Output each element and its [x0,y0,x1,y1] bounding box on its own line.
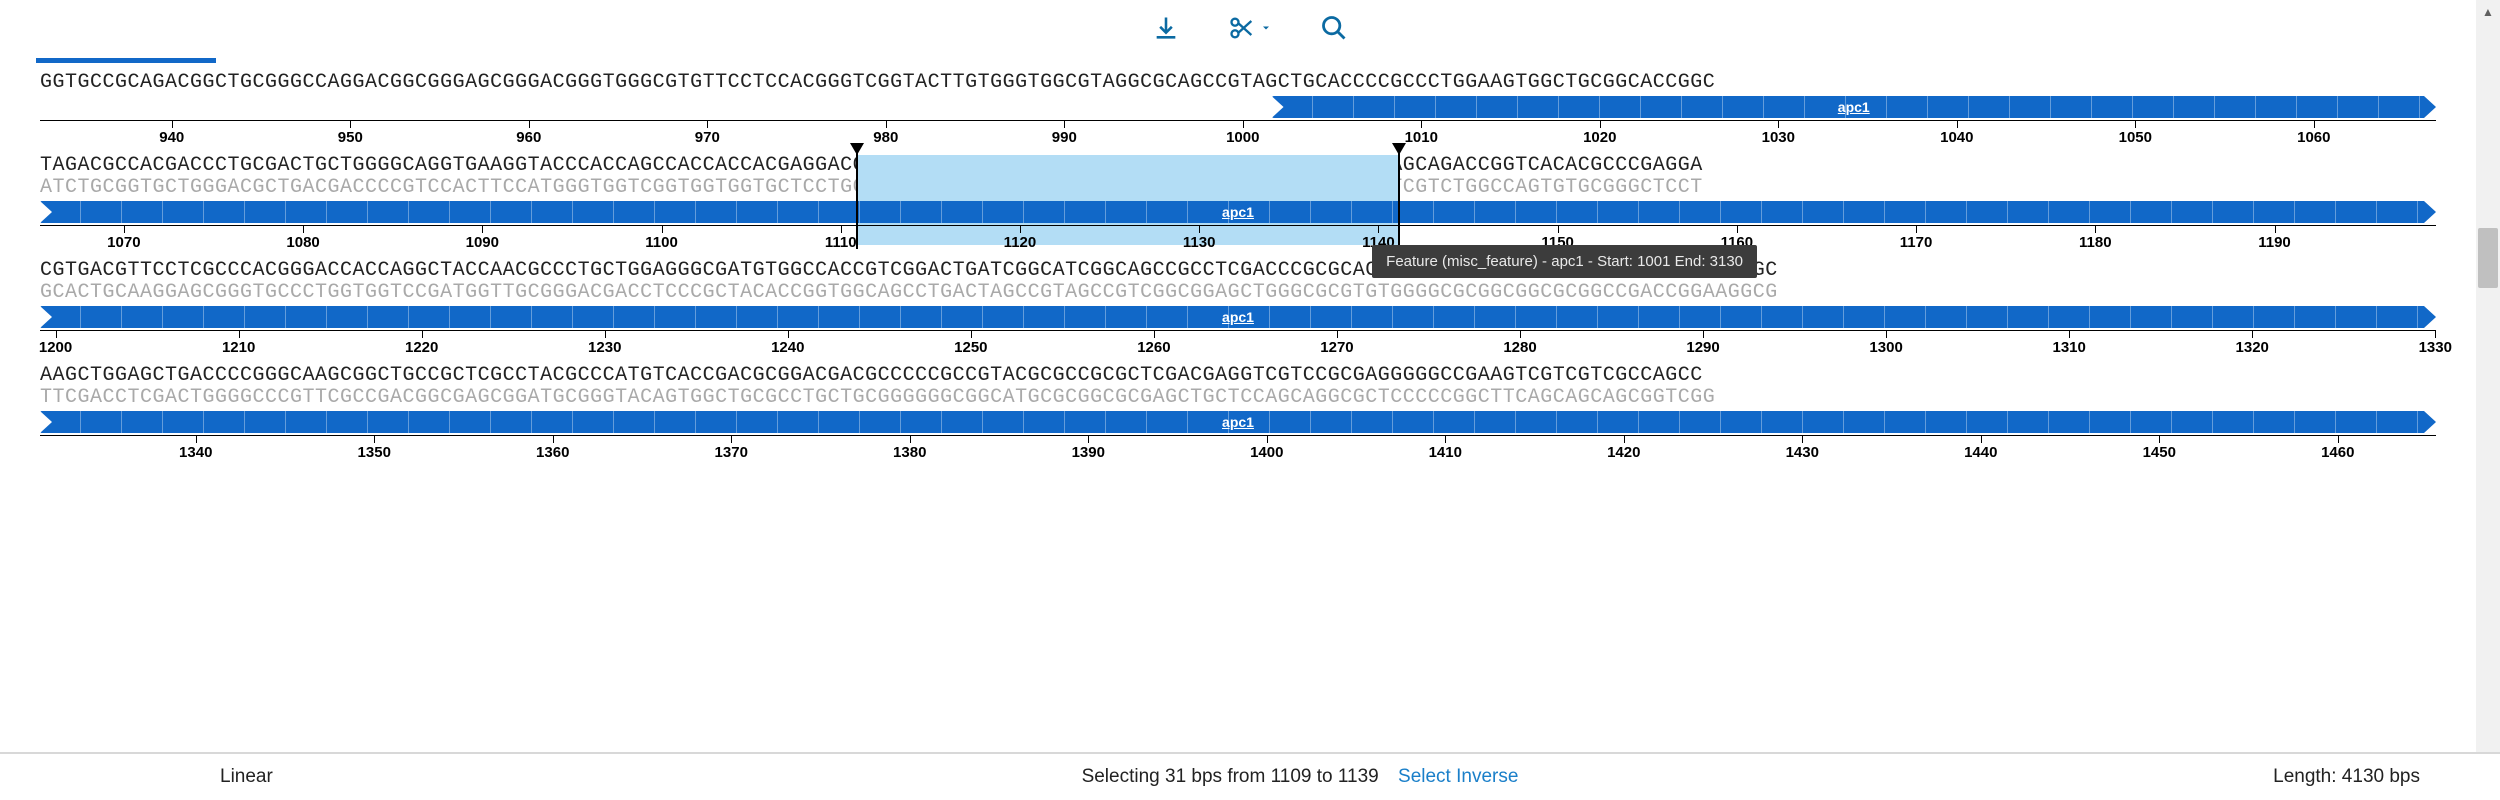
ruler-tick-label: 1300 [1869,339,1902,356]
ruler-tick-label: 1460 [2321,444,2354,461]
ruler: 1070108010901100111011201130114011501160… [40,226,2436,248]
sequence-row: GGTGCCGCAGACGGCTGCGGGCCAGGACGGCGGGAGCGGG… [40,72,2436,143]
ruler-tick-label: 1290 [1686,339,1719,356]
ruler-tick-label: 1080 [286,234,319,251]
ruler: 940 950 960 970 980 990 1000 1010 1020 1030 1040 10… [40,121,2436,143]
ruler-tick-label: 1310 [2052,339,2085,356]
ruler-tick-label: 1450 [2143,444,2176,461]
feature-annotation[interactable]: apc1 [40,201,2436,223]
ruler-tick-label: 1210 [222,339,255,356]
ruler-tick-label: 1220 [405,339,438,356]
ruler-tick-label: 1280 [1503,339,1536,356]
ruler-tick-label: 1190 [2258,234,2291,251]
reverse-strand[interactable]: TTCGACCTCGACTGGGGCCCGTTCGCCGACGGCGAGCGGA… [40,387,2436,409]
forward-strand[interactable]: AAGCTGGAGCTGACCCCGGGCAAGCGGCTGCCGCTCGCCT… [40,365,2436,387]
ruler-tick-label: 970 [695,129,720,146]
ruler-tick-label: 1440 [1964,444,1997,461]
ruler-tick-label: 1060 [2297,129,2330,146]
ruler-tick-label: 940 [159,129,184,146]
ruler-tick-label: 1020 [1583,129,1616,146]
ruler-tick-label: 1070 [107,234,140,251]
ruler-tick-label: 1400 [1250,444,1283,461]
cut-button[interactable] [1228,14,1272,42]
ruler-tick-label: 1050 [2119,129,2152,146]
scrollbar-thumb[interactable] [2478,228,2498,288]
ruler-tick-label: 1230 [588,339,621,356]
ruler-tick-label: 950 [338,129,363,146]
feature-label: apc1 [1222,309,1254,325]
ruler-tick-label: 1040 [1940,129,1973,146]
scrollbar-track[interactable]: ▲ [2476,0,2500,752]
ruler-tick-label: 1120 [1004,234,1037,251]
forward-strand[interactable]: CGTGACGTTCCTCGCCCACGGGACCACCAGGCTACCAACG… [40,260,2436,282]
feature-tooltip: Feature (misc_feature) - apc1 - Start: 1… [1372,245,1757,278]
chevron-down-icon [1260,22,1272,34]
ruler-tick-label: 1370 [715,444,748,461]
ruler-tick-label: 1090 [466,234,499,251]
sequence-row: TAGACGCCACGACCCTGCGACTGCTGGGGCAGGTGAAGGT… [40,155,2436,248]
ruler: 1200 1210 1220 1230 1240 1250 1260 1270 1280 1290… [40,331,2436,353]
select-inverse-link[interactable]: Select Inverse [1398,766,1518,787]
scroll-up-button[interactable]: ▲ [2476,0,2500,24]
feature-annotation[interactable]: apc1 [40,306,2436,328]
ruler-tick-label: 1330 [2419,339,2452,356]
ruler-tick-label: 1270 [1320,339,1353,356]
ruler-tick-label: 1380 [893,444,926,461]
ruler: 1340 1350 1360 1370 1380 1390 1400 1410 1420 1430… [40,436,2436,458]
status-bar: Linear Selecting 31 bps from 1109 to 113… [0,752,2500,800]
ruler-tick-label: 1250 [954,339,987,356]
ruler-tick-label: 980 [873,129,898,146]
ruler-tick-label: 1010 [1405,129,1438,146]
feature-label: apc1 [1222,414,1254,430]
ruler-tick-label: 1200 [39,339,72,356]
search-button[interactable] [1320,14,1348,42]
sequence-row: CGTGACGTTCCTCGCCCACGGGACCACCAGGCTACCAACG… [40,260,2436,353]
ruler-tick-label: 1110 [825,234,857,251]
ruler-tick-label: 960 [516,129,541,146]
reverse-strand[interactable]: GCACTGCAAGGAGCGGGTGCCCTGGTGGTCCGATGGTTGC… [40,282,2436,304]
ruler-tick-label: 1320 [2236,339,2269,356]
download-button[interactable] [1152,14,1180,42]
ruler-tick-label: 1430 [1786,444,1819,461]
ruler-tick-label: 1360 [536,444,569,461]
ruler-tick-label: 1100 [645,234,678,251]
ruler-tick-label: 1130 [1183,234,1216,251]
selection-status: Selecting 31 bps from 1109 to 1139 Selec… [540,766,2060,788]
selection-cursor [1398,153,1400,249]
ruler-tick-label: 1390 [1072,444,1105,461]
ruler-tick-label: 1340 [179,444,212,461]
feature-annotation[interactable]: apc1 [1272,96,2436,118]
feature-annotation[interactable]: apc1 [40,411,2436,433]
ruler-tick-label: 1260 [1137,339,1170,356]
ruler-tick-label: 1000 [1226,129,1259,146]
selection-cursor [856,153,858,249]
toolbar [0,0,2500,56]
ruler-tick-label: 1030 [1762,129,1795,146]
sequence-viewer[interactable]: GGTGCCGCAGACGGCTGCGGGCCAGGACGGCGGGAGCGGG… [0,56,2476,458]
ruler-tick-label: 1420 [1607,444,1640,461]
ruler-tick-label: 1180 [2079,234,2112,251]
ruler-tick-label: 1410 [1429,444,1462,461]
forward-strand[interactable]: GGTGCCGCAGACGGCTGCGGGCCAGGACGGCGGGAGCGGG… [40,72,2436,94]
feature-label: apc1 [1222,204,1254,220]
length-label: Length: 4130 bps [2060,766,2480,788]
ruler-tick-label: 1170 [1900,234,1933,251]
topology-label: Linear [20,766,540,788]
ruler-tick-label: 1240 [771,339,804,356]
sequence-row: AAGCTGGAGCTGACCCCGGGCAAGCGGCTGCCGCTCGCCT… [40,365,2436,458]
selection-text: Selecting 31 bps from 1109 to 1139 [1082,766,1379,787]
ruler-tick-label: 1350 [358,444,391,461]
ruler-tick-label: 990 [1052,129,1077,146]
feature-label: apc1 [1838,99,1870,115]
